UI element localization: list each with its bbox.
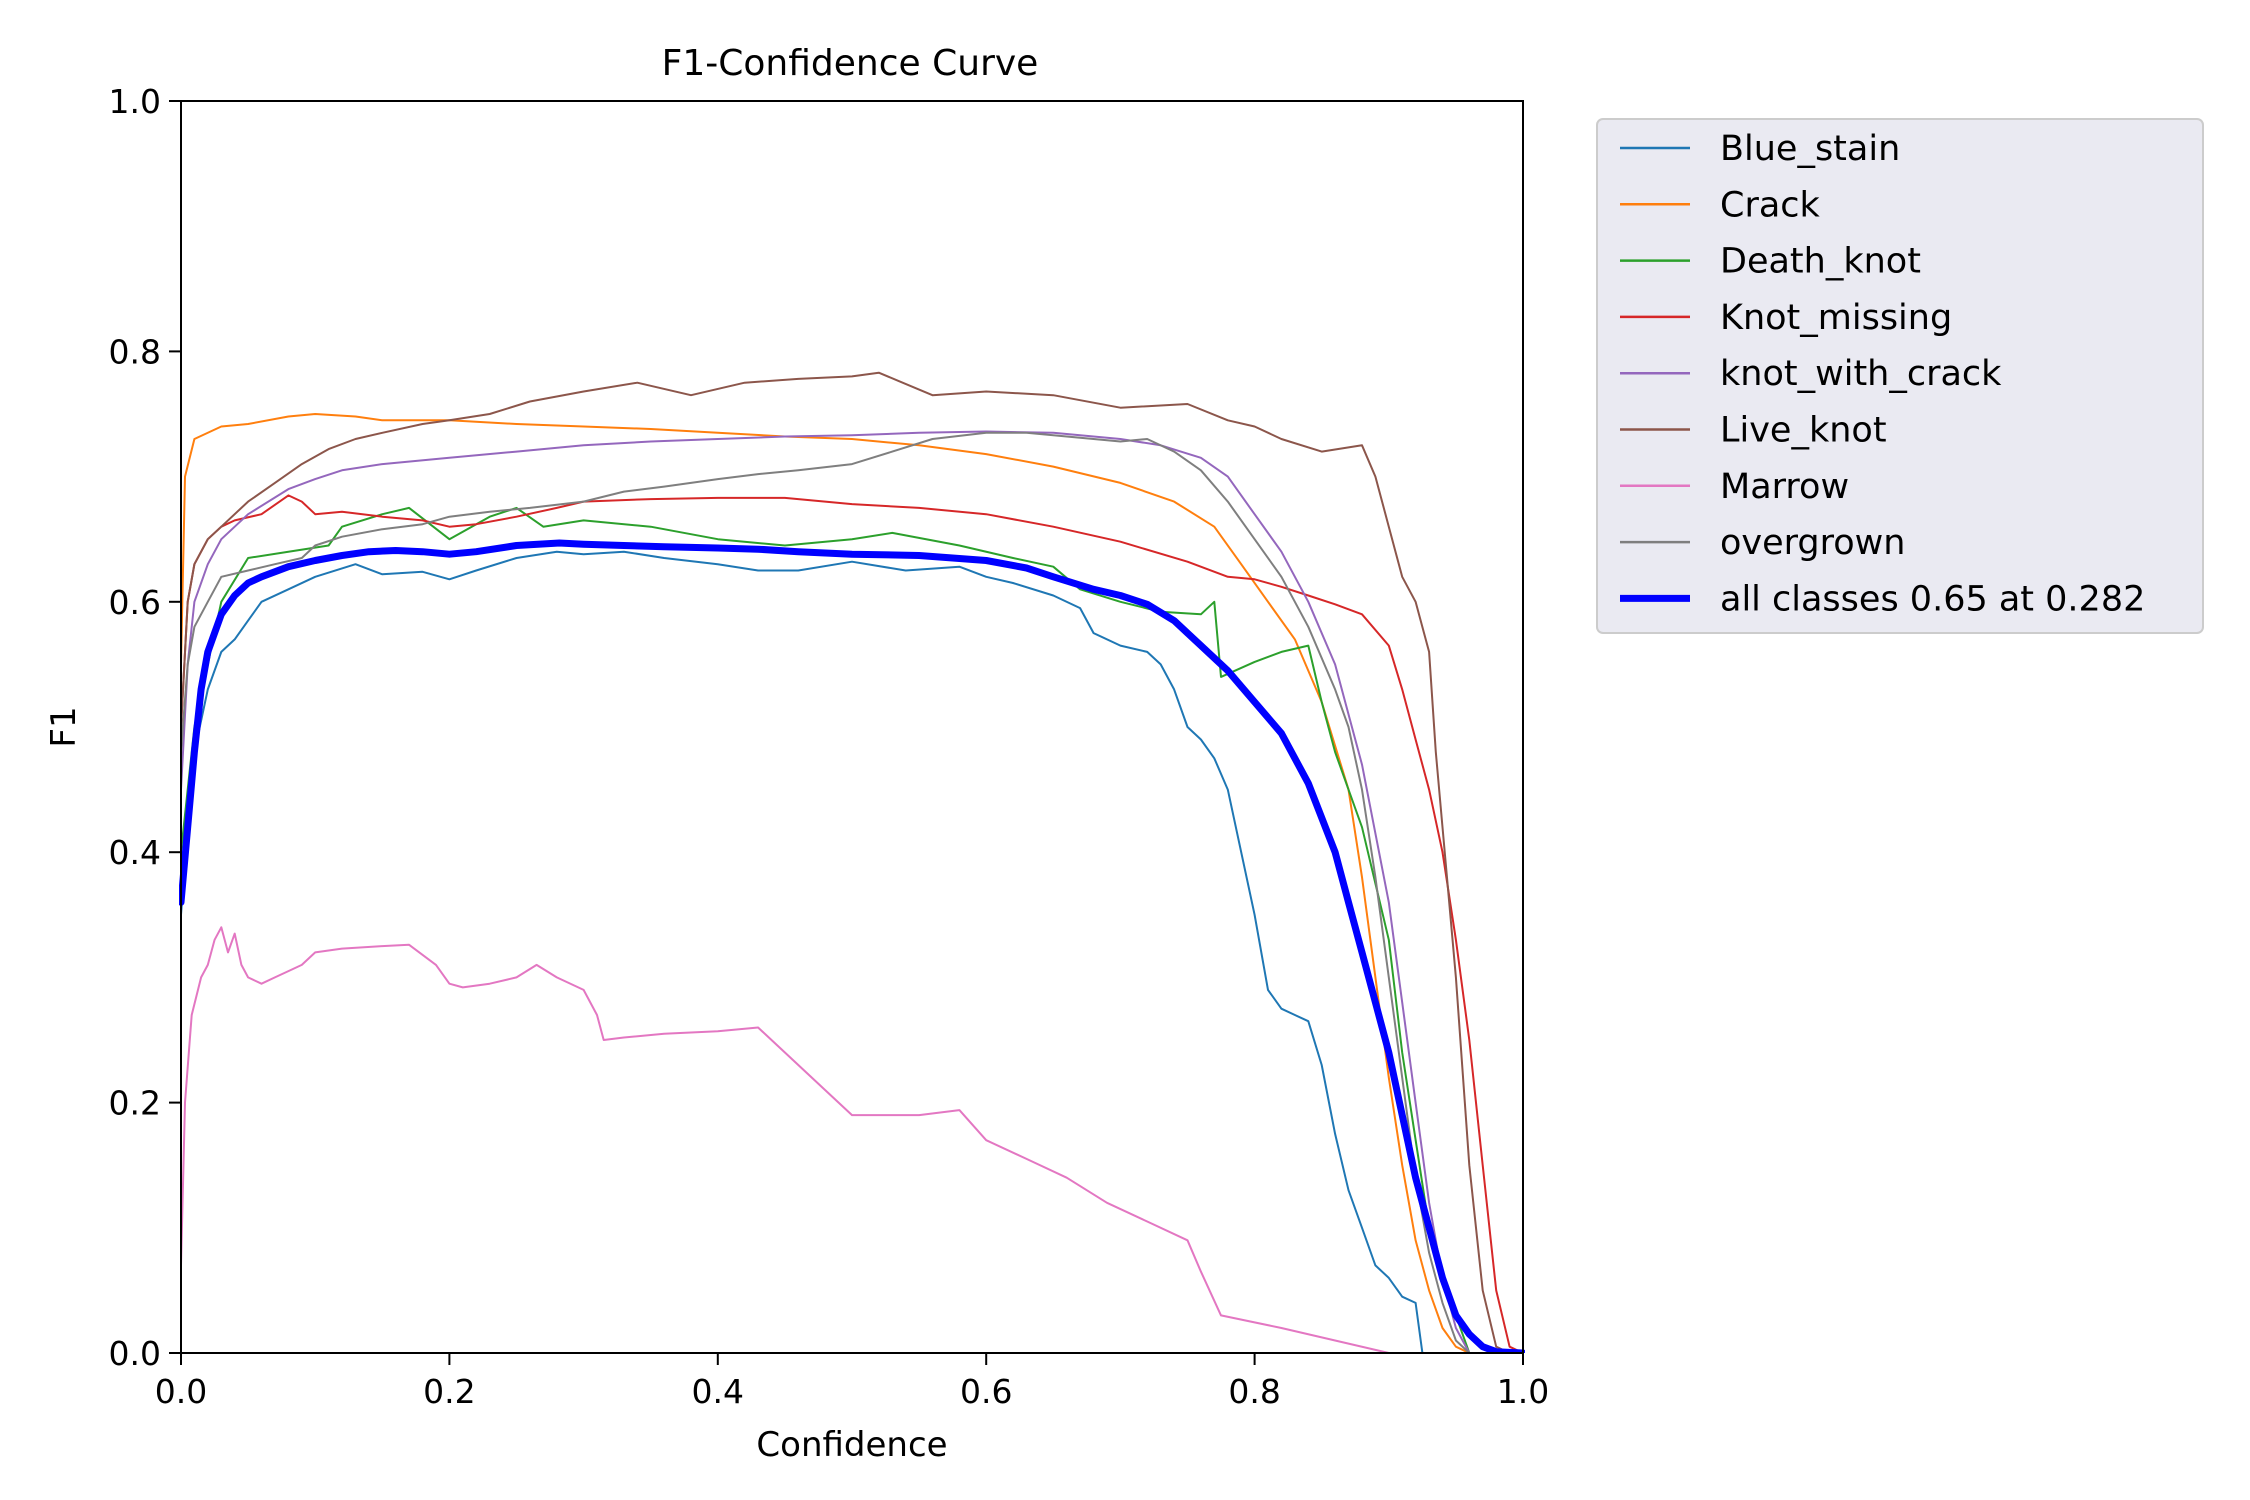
series-line-blue-stain	[180, 550, 1424, 1353]
plot-area: 0.0 0.2 0.4 0.6 0.8 1.0 0.0 0.2 0.4 0.6 0.8 1.0	[109, 82, 1550, 1411]
y-tick-label: 1.0	[109, 82, 161, 121]
series-line-live-knot	[180, 371, 1511, 1353]
series-line-knot-with-crack	[180, 430, 1471, 1353]
legend-label: Knot_missing	[1720, 298, 1952, 338]
y-axis-ticks: 0.0 0.2 0.4 0.6 0.8 1.0	[109, 82, 181, 1373]
legend-label: Death_knot	[1720, 242, 1921, 282]
legend-label: Live_knot	[1720, 411, 1887, 451]
x-axis-label: Confidence	[756, 1425, 947, 1465]
series-line-death-knot	[180, 506, 1471, 1353]
series-line-all-classes-0-65-at-0-282	[179, 539, 1525, 1353]
y-tick-label: 0.2	[109, 1084, 161, 1123]
x-tick-label: 0.2	[423, 1372, 475, 1411]
x-tick-label: 0.4	[692, 1372, 744, 1411]
y-tick-label: 0.4	[109, 833, 161, 872]
legend-label: overgrown	[1720, 523, 1906, 563]
legend-label: knot_with_crack	[1720, 354, 2002, 394]
legend-box	[1596, 118, 2204, 634]
x-tick-label: 0.0	[155, 1372, 207, 1411]
x-tick-label: 0.8	[1228, 1372, 1280, 1411]
series-lines	[179, 371, 1525, 1353]
x-tick-label: 0.6	[960, 1372, 1012, 1411]
legend: Blue_stain Crack Death_knot Knot_missingkno…	[1596, 118, 2204, 634]
series-line-marrow	[180, 926, 1390, 1353]
series-line-overgrown	[180, 431, 1471, 1353]
legend-items: Blue_stain Crack Death_knot Knot_missingkno…	[1620, 129, 2145, 619]
legend-label: Crack	[1720, 185, 1821, 225]
y-tick-label: 0.0	[109, 1334, 161, 1373]
plot-frame	[180, 100, 1524, 1354]
series-line-crack	[180, 413, 1471, 1353]
legend-label: all classes 0.65 at 0.282	[1720, 579, 2145, 619]
legend-label: Marrow	[1720, 467, 1849, 507]
y-axis-label: F1	[44, 706, 84, 747]
y-tick-label: 0.6	[109, 583, 161, 622]
y-tick-label: 0.8	[109, 332, 161, 371]
x-tick-label: 1.0	[1497, 1372, 1549, 1411]
legend-label: Blue_stain	[1720, 129, 1900, 169]
series-line-knot-missing	[180, 494, 1524, 1353]
chart-title: F1-Confidence Curve	[662, 43, 1039, 84]
x-axis-ticks: 0.0 0.2 0.4 0.6 0.8 1.0	[155, 1353, 1549, 1411]
